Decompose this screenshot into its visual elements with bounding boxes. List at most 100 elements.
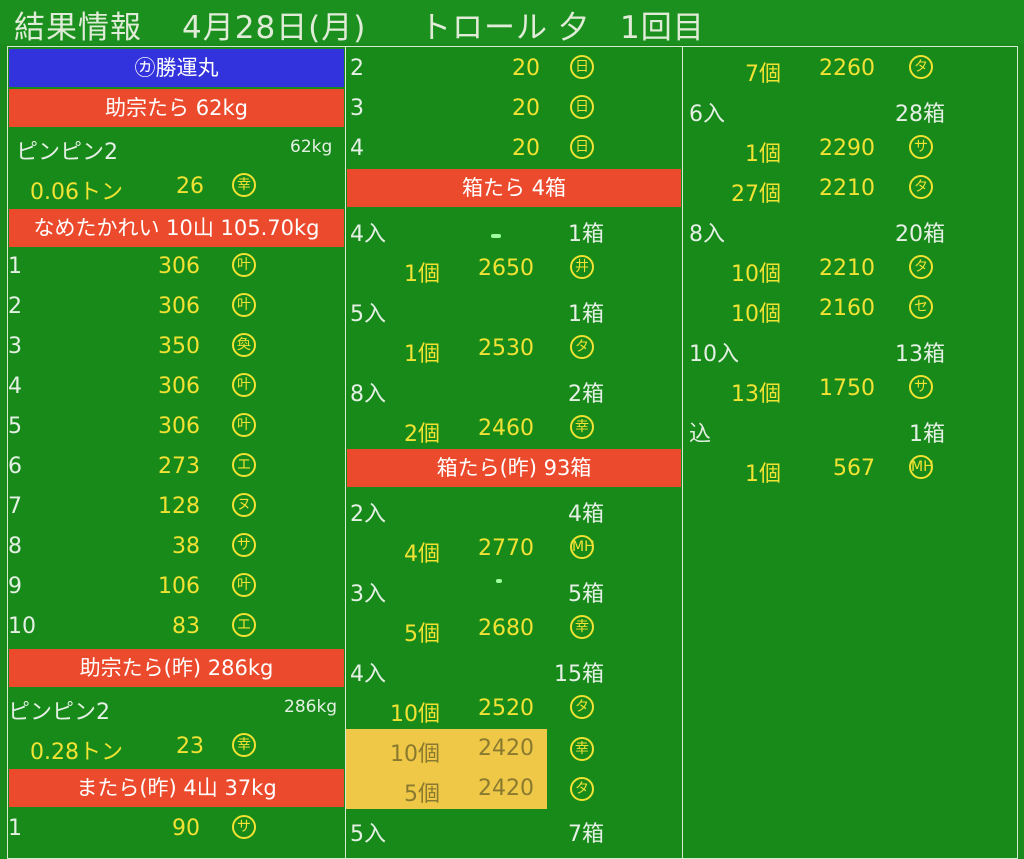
buyer-mark-icon: サ [232, 815, 256, 839]
quantity: 7個 [745, 62, 781, 87]
pack-label: 6入 [689, 102, 725, 127]
buyer-mark-icon: 奐 [232, 333, 256, 357]
row-number: 10 [8, 614, 36, 639]
pack-label: 2入 [350, 502, 386, 527]
quantity: 27個 [731, 182, 781, 207]
buyer-mark-icon: サ [909, 135, 933, 159]
price: 273 [158, 454, 200, 479]
price: 2420 [478, 776, 534, 801]
row-number: 3 [8, 334, 22, 359]
price-row: 27個 2210 タ [683, 169, 1017, 209]
price-row: 7個 2260 タ [683, 49, 1017, 89]
price: 20 [512, 96, 540, 121]
price-row: 10個 2520 タ [346, 689, 682, 729]
table-row: 8 38 サ [8, 527, 345, 567]
buyer-mark-icon: 幸 [570, 737, 594, 761]
buyer-mark-icon: MH [909, 455, 934, 479]
price: 106 [158, 574, 200, 599]
price: 38 [172, 534, 200, 559]
price: 2530 [478, 336, 534, 361]
price: 23 [176, 734, 204, 759]
buyer-mark-icon: 叶 [232, 413, 256, 437]
table-row: 1 306 叶 [8, 247, 345, 287]
buyer-mark-icon: 幸 [570, 415, 594, 439]
price-row: 1個 2530 タ [346, 329, 682, 369]
pack-label: 10入 [689, 342, 739, 367]
price: 20 [512, 56, 540, 81]
price: 83 [172, 614, 200, 639]
price: 2210 [819, 176, 875, 201]
buyer-mark-icon: ヌ [232, 493, 256, 517]
boat-name-band: ㋕勝運丸 [9, 49, 344, 87]
box-count: 4箱 [568, 502, 604, 527]
price: 306 [158, 294, 200, 319]
price-row: 4個 2770 MH [346, 529, 682, 569]
buyer-mark-icon: MH [570, 535, 595, 559]
buyer-mark-icon: 幸 [232, 173, 256, 197]
buyer-mark-icon: 幸 [570, 615, 594, 639]
quantity: 10個 [731, 262, 781, 287]
results-column-3: 7個 2260 タ 6入 28箱 1個 2290 サ 27個 2210 タ 8入 20箱 10個 2210 タ… [682, 46, 1018, 859]
price-row: 1個 567 MH [683, 449, 1017, 489]
buyer-mark-icon: タ [570, 335, 594, 359]
row-number: 1 [8, 816, 22, 841]
sub-row: ピンピン2 286kg [8, 687, 345, 727]
quantity: 2個 [404, 422, 440, 447]
buyer-mark-icon: 叶 [232, 293, 256, 317]
pack-label: 5入 [350, 302, 386, 327]
buyer-mark-icon: 叶 [232, 373, 256, 397]
price-row: 1個 2290 サ [683, 129, 1017, 169]
group-header-row: 8入 2箱 [346, 369, 682, 409]
box-count: 2箱 [568, 382, 604, 407]
pack-label: 5入 [350, 822, 386, 847]
group-header-row: 6入 28箱 [683, 89, 1017, 129]
group-header-row: 5入 1箱 [346, 289, 682, 329]
highlighted-row: 5個 2420 [346, 769, 547, 809]
box-count: 7箱 [568, 822, 604, 847]
price: 2420 [478, 736, 534, 761]
buyer-mark-icon: 日 [570, 55, 594, 79]
box-count: 1箱 [909, 422, 945, 447]
price-row: 10個 2210 タ [683, 249, 1017, 289]
buyer-mark-icon: 叶 [232, 573, 256, 597]
price: 128 [158, 494, 200, 519]
header-round: 1回目 [620, 10, 705, 46]
table-row: 1 90 サ [8, 809, 345, 849]
box-count: 1箱 [568, 222, 604, 247]
quantity: 13個 [731, 382, 781, 407]
row-number: 9 [8, 574, 22, 599]
row-number: 2 [350, 56, 364, 81]
grade-weight: 62kg [290, 137, 333, 157]
group-header-row: 4入 15箱 [346, 649, 682, 689]
buyer-mark-icon: タ [570, 695, 594, 719]
group-header-row: 10入 13箱 [683, 329, 1017, 369]
buyer-mark-icon: エ [232, 453, 256, 477]
price-row: 2個 2460 幸 [346, 409, 682, 449]
quantity: 1個 [404, 342, 440, 367]
group-header-row: 8入 20箱 [683, 209, 1017, 249]
row-number: 5 [8, 414, 22, 439]
pack-label: 4入 [350, 662, 386, 687]
price-row: 10個 2160 セ [683, 289, 1017, 329]
row-number: 7 [8, 494, 22, 519]
table-row: 7 128 ヌ [8, 487, 345, 527]
price: 26 [176, 174, 204, 199]
buyer-mark-icon: タ [909, 55, 933, 79]
table-row: 2 20 日 [346, 49, 682, 89]
grade-name: ピンピン2 [8, 700, 110, 725]
highlighted-row: 10個 2420 [346, 729, 547, 769]
price: 2650 [478, 256, 534, 281]
header-method: トロール [420, 10, 548, 46]
price: 306 [158, 374, 200, 399]
quantity: 5個 [404, 622, 440, 647]
pack-label: 込 [689, 422, 712, 447]
pack-label: 8入 [689, 222, 725, 247]
buyer-mark-icon: エ [232, 613, 256, 637]
table-row: 4 20 日 [346, 129, 682, 169]
row-number: 1 [8, 254, 22, 279]
page-title: 結果情報 [14, 10, 142, 46]
section-title-hakotara: 箱たら 4箱 [347, 169, 681, 207]
results-column-2: 2 20 日 3 20 日 4 20 日 箱たら 4箱 4入 1箱 1個 2650 井 5入 1箱 1個 253… [345, 46, 683, 859]
price: 2520 [478, 696, 534, 721]
price: 306 [158, 254, 200, 279]
